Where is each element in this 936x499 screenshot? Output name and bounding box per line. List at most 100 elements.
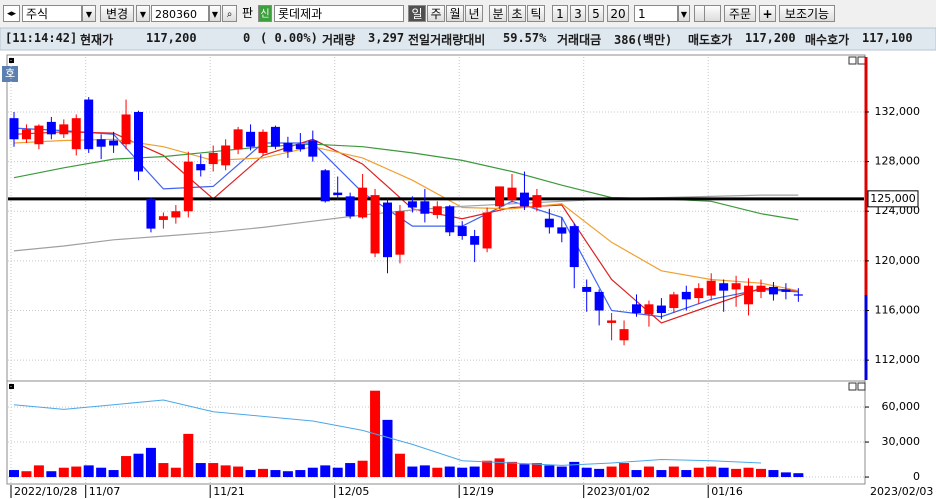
code-input[interactable]: 280360 <box>151 5 209 22</box>
volume-bar <box>656 470 667 478</box>
volume-bar <box>270 470 281 478</box>
period-button[interactable]: 주 <box>427 5 445 22</box>
period-button[interactable]: 3 <box>570 5 586 22</box>
period-button[interactable]: 년 <box>465 5 483 22</box>
y-tick-label: 124,000 <box>875 204 921 217</box>
price-label: 현재가 <box>80 33 114 47</box>
candle-body <box>632 304 641 313</box>
nav-arrows[interactable]: ◂▸ <box>3 5 20 22</box>
period-button[interactable]: 일 <box>408 5 426 22</box>
dropdown[interactable]: ▼ <box>82 5 96 22</box>
candle-body <box>694 288 704 299</box>
x-tick-label: 2022/10/28 <box>14 485 77 498</box>
candle-body <box>445 206 455 233</box>
price: 117,200 <box>146 31 197 45</box>
candle-body <box>495 186 505 207</box>
volume-bar <box>482 460 493 478</box>
add-button[interactable]: + <box>759 5 776 22</box>
y-tick-label: 112,000 <box>875 353 921 366</box>
chart-button-bg[interactable] <box>2 66 18 82</box>
settings-icon[interactable] <box>704 5 721 22</box>
moving-average <box>13 138 799 292</box>
panel-min[interactable] <box>848 56 857 65</box>
period-button[interactable]: 1 <box>552 5 568 22</box>
period-button[interactable]: 5 <box>588 5 604 22</box>
candle-body <box>644 304 654 315</box>
volume-bar <box>332 467 343 478</box>
chart-button[interactable]: 호 <box>5 67 15 80</box>
volume-bar <box>33 465 44 478</box>
candle-body <box>208 152 218 165</box>
y-tick-label: 0 <box>913 470 920 483</box>
change: 0 <box>243 31 251 45</box>
stock-name[interactable]: 롯데제과 <box>274 5 404 22</box>
volume-bar <box>556 466 567 478</box>
volume-bar <box>469 466 480 478</box>
y-tick-label: 30,000 <box>882 435 921 448</box>
y-tick-label: 60,000 <box>882 400 921 413</box>
volume-bar <box>531 463 542 478</box>
volume-bar <box>357 460 368 478</box>
candle-body <box>221 145 231 166</box>
candle-body <box>594 291 604 311</box>
volume-bar <box>195 463 206 478</box>
x-tick-label: 01/16 <box>711 485 743 498</box>
volume-bar <box>544 465 555 478</box>
candle-body <box>681 291 691 300</box>
candle-body <box>46 121 56 135</box>
panel-close[interactable] <box>857 56 866 65</box>
candle-body <box>706 280 716 296</box>
spinner[interactable]: ▼ <box>678 5 690 22</box>
candle-body <box>582 286 592 292</box>
candle-body <box>96 139 106 147</box>
x-tick-label: 11/07 <box>89 485 121 498</box>
volume-bar <box>145 447 156 478</box>
x-tick-label: 12/05 <box>338 485 370 498</box>
volume-bar <box>768 470 779 478</box>
market-select[interactable]: 주식 <box>22 5 82 22</box>
volume-bar <box>494 458 505 478</box>
candle-body <box>607 320 617 323</box>
price-panel <box>6 54 866 382</box>
candle-body <box>482 212 492 249</box>
volume-bar <box>569 461 580 478</box>
volume-bar <box>9 470 19 478</box>
panel-close[interactable] <box>857 382 866 391</box>
volume-bar <box>121 456 132 478</box>
volume-bar <box>793 473 804 478</box>
change-button[interactable]: 변경 <box>100 5 134 22</box>
candle-body <box>519 192 529 207</box>
order-button[interactable]: 주문 <box>724 5 756 22</box>
volume-bar <box>643 466 654 478</box>
volume-bar <box>295 470 306 478</box>
dropdown[interactable]: ▼ <box>209 5 221 22</box>
panel-min[interactable] <box>848 382 857 391</box>
volume-bar <box>606 466 617 478</box>
amount-label: 거래대금 <box>557 33 602 47</box>
volume-bar <box>693 467 704 478</box>
period-button[interactable]: 분 <box>489 5 507 22</box>
candle-body <box>158 216 168 220</box>
period-button[interactable]: 20 <box>607 5 629 22</box>
period-button[interactable]: 월 <box>446 5 464 22</box>
candle-body <box>370 195 380 254</box>
dropdown[interactable]: ▼ <box>136 5 150 22</box>
pan-button[interactable]: 판 <box>241 6 254 20</box>
candle-body <box>457 226 467 237</box>
volume-bar <box>457 467 468 478</box>
candle-body <box>719 283 729 291</box>
volume-bar <box>345 463 356 478</box>
volume-bar <box>96 467 107 478</box>
count-input[interactable]: 1 <box>634 5 678 22</box>
period-button[interactable]: 틱 <box>527 5 545 22</box>
candle-body <box>507 187 517 201</box>
candle-body <box>59 124 69 135</box>
candle-body <box>333 192 343 196</box>
search[interactable]: ⌕ <box>222 5 237 22</box>
candle-body <box>308 140 318 157</box>
candle-body <box>109 140 119 146</box>
period-button[interactable]: 초 <box>508 5 526 22</box>
y-tick-label: 128,000 <box>875 155 921 168</box>
aux-button[interactable]: 보조기능 <box>779 5 835 22</box>
